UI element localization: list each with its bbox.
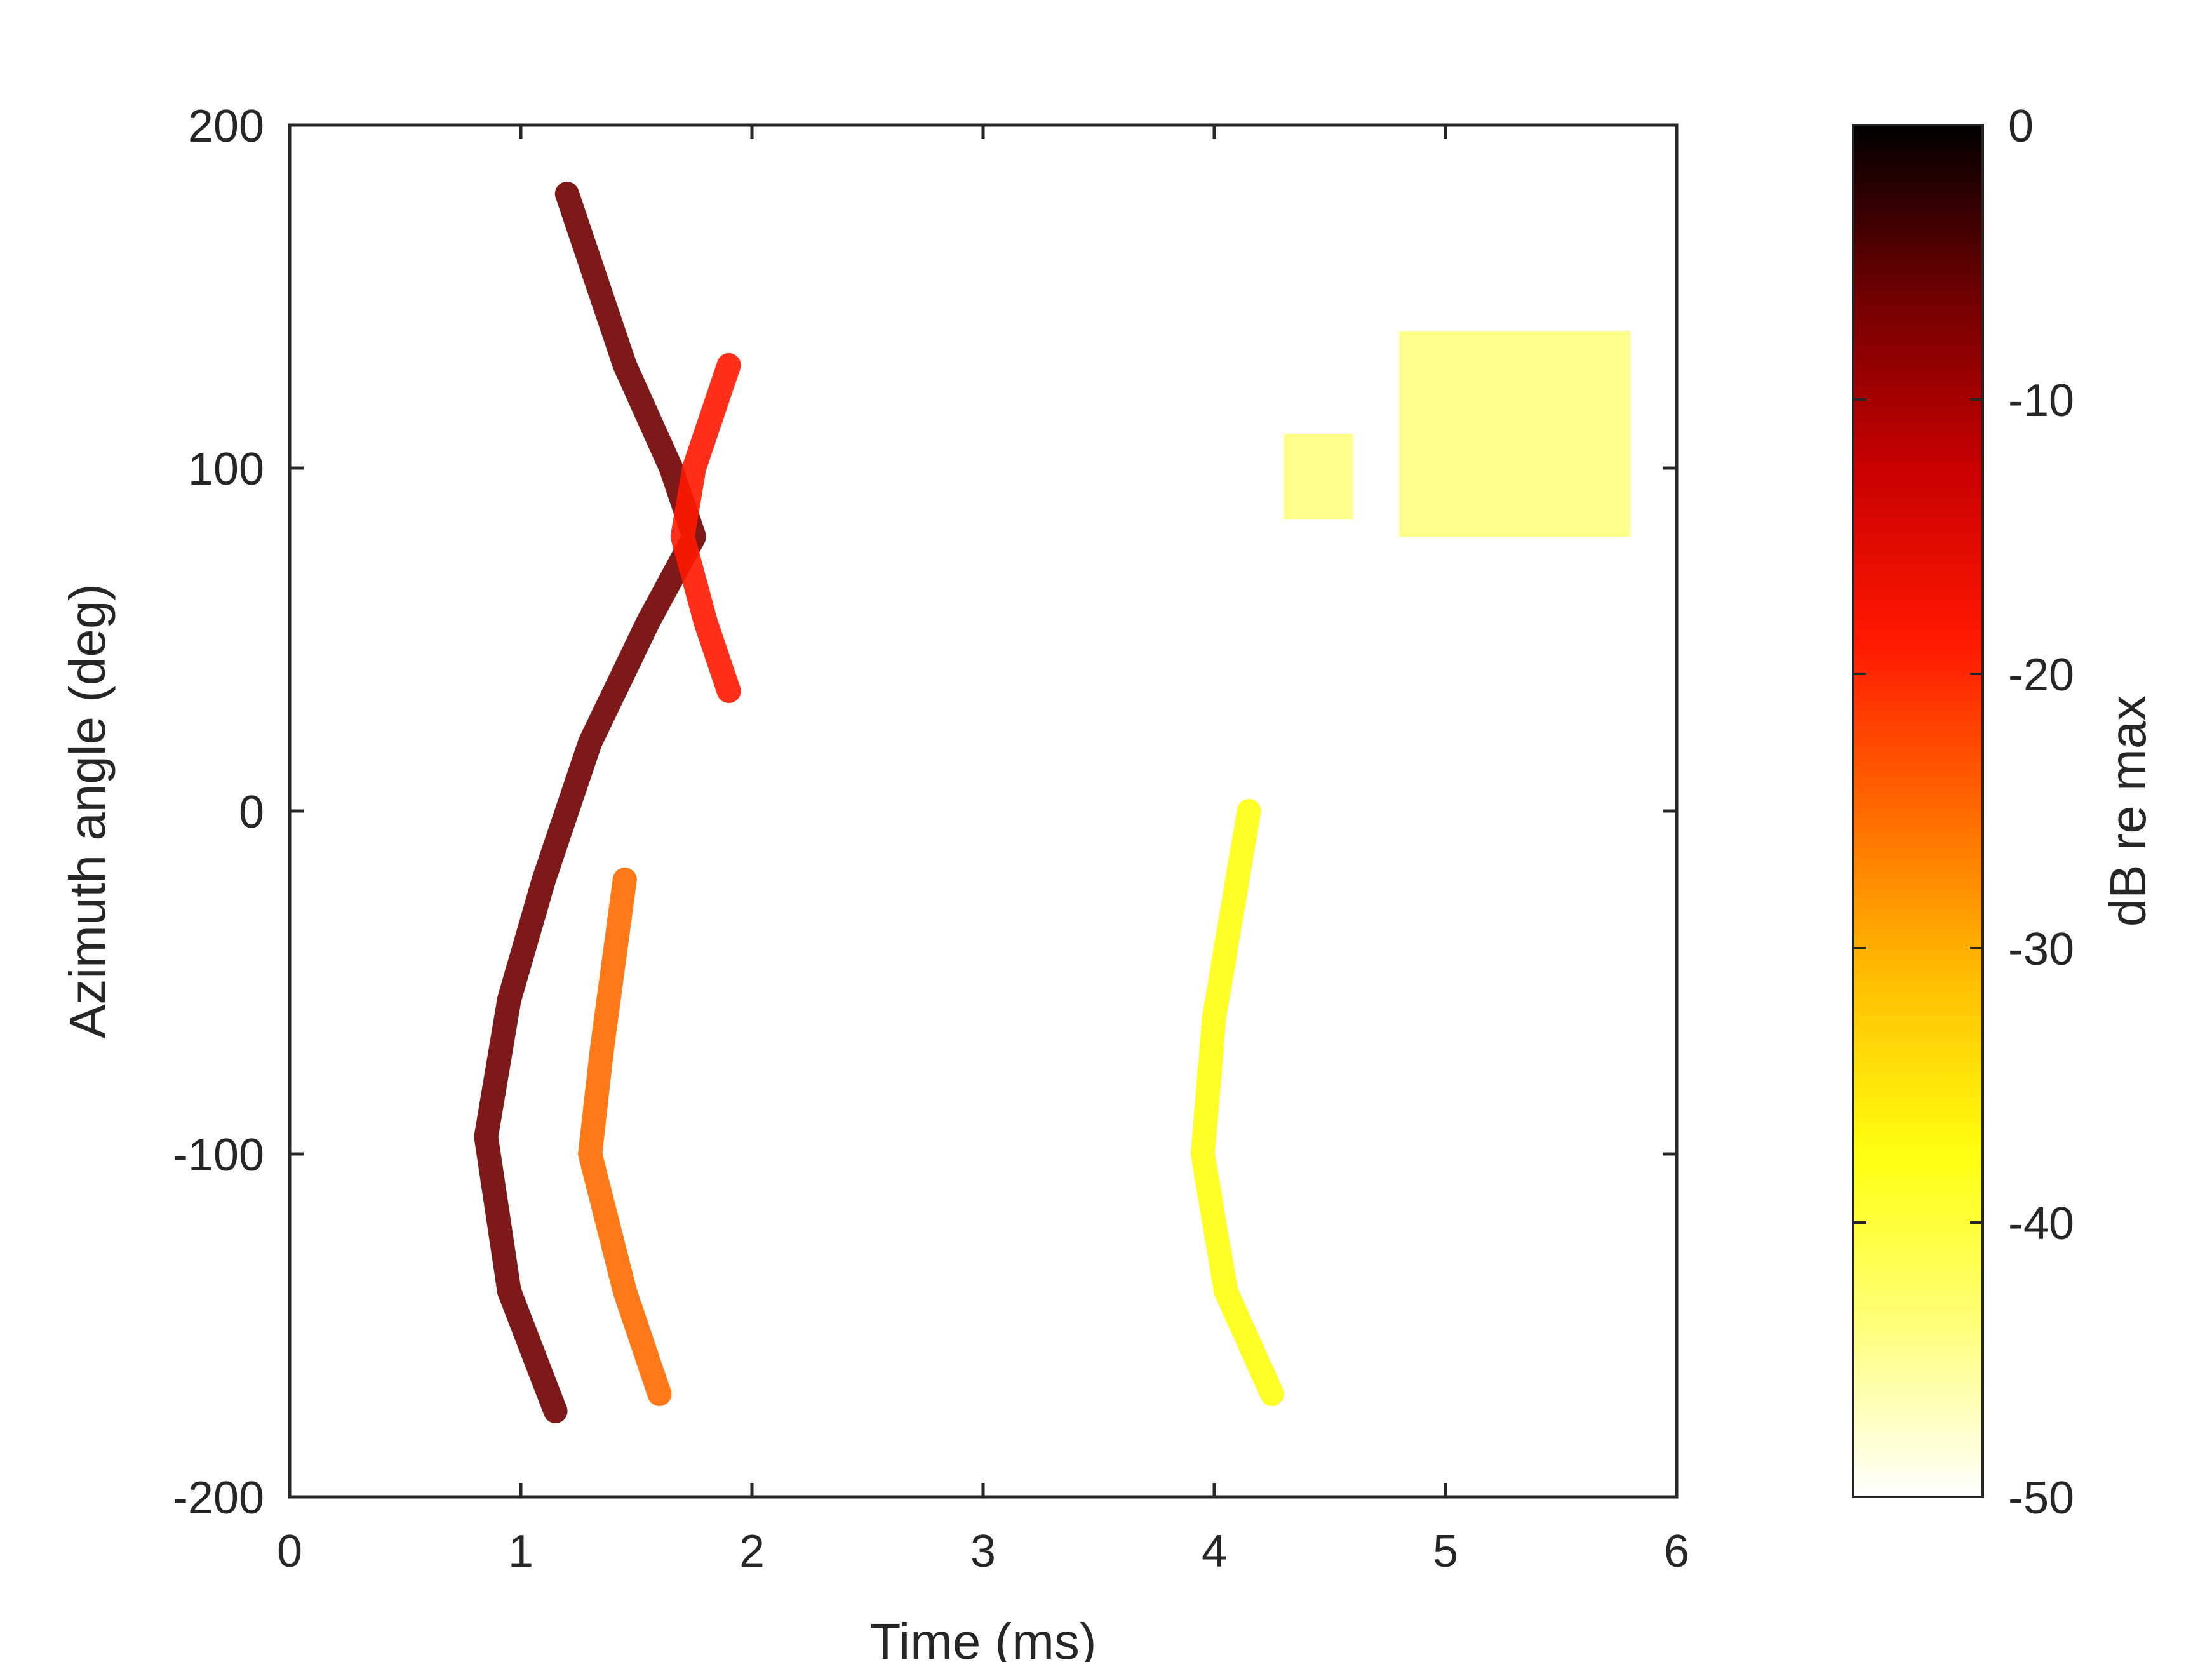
x-tick-label: 3 [970, 1526, 996, 1577]
heatmap-patch-4 [290, 708, 440, 1411]
y-tick-label: 0 [239, 787, 264, 838]
y-axis: -200 -100 0 100 200 [173, 101, 1677, 1524]
x-tick-label: 5 [1433, 1526, 1458, 1577]
colorbar-tick-label: -10 [2008, 375, 2074, 426]
heatmap-patch-7 [1491, 1017, 1631, 1360]
heatmap-ridge-2 [578, 868, 672, 1406]
colorbar-tick-label: -40 [2008, 1198, 2074, 1249]
y-axis-label: Azimuth angle (deg) [59, 584, 116, 1038]
y-tick-label: 200 [188, 101, 264, 152]
heatmap-patch-6 [1399, 331, 1631, 537]
colorbar-label: dB re max [2100, 695, 2156, 927]
heatmap-patch-5 [1284, 434, 1353, 519]
x-tick-label: 1 [508, 1526, 533, 1577]
y-tick-label: -200 [173, 1473, 264, 1524]
colorbar-tick-label: 0 [2008, 101, 2034, 152]
heatmap-ridge-1 [670, 353, 741, 703]
x-tick-label: 2 [739, 1526, 765, 1577]
y-tick-label: 100 [188, 444, 264, 495]
colorbar-tick-label: -50 [2008, 1473, 2074, 1524]
colorbar-tick-label: -20 [2008, 650, 2074, 700]
heatmap-image [290, 182, 1631, 1423]
colorbar-tick-label: -30 [2008, 924, 2074, 975]
x-axis: 0 1 2 3 4 5 6 [277, 125, 1689, 1577]
colorbar-axis: 0 -10 -20 -30 -40 -50 [1853, 101, 2074, 1524]
y-tick-label: -100 [173, 1130, 264, 1181]
x-tick-label: 6 [1664, 1526, 1689, 1577]
colorbar [1852, 124, 1984, 1498]
heatmap-ridge-0 [474, 182, 706, 1423]
x-tick-label: 0 [277, 1526, 302, 1577]
heatmap-ridge-3 [1190, 799, 1284, 1406]
x-tick-label: 4 [1202, 1526, 1227, 1577]
x-axis-label: Time (ms) [870, 1613, 1097, 1662]
